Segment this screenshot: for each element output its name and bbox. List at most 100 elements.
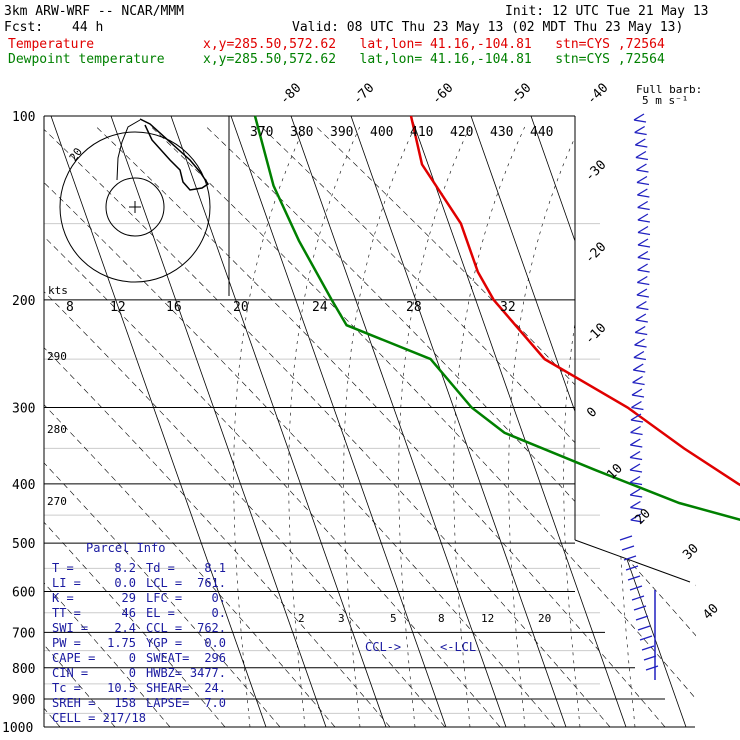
wind-barb xyxy=(631,394,645,398)
mixing-ratio-label-low: 12 xyxy=(481,612,494,625)
wind-barb xyxy=(632,363,644,371)
moist-adiabat xyxy=(398,126,470,727)
parcel-info-cell: CIN = xyxy=(52,666,88,680)
isotherm xyxy=(711,116,740,727)
pressure-label: 800 xyxy=(12,662,35,677)
wind-barb xyxy=(636,169,649,173)
parcel-info-cell: YGP = xyxy=(146,636,182,650)
parcel-info-cell: HWBZ= xyxy=(146,666,182,680)
wind-barb xyxy=(636,175,648,184)
wind-barb xyxy=(630,444,643,448)
wind-barb xyxy=(631,406,644,411)
wind-barb xyxy=(630,431,643,436)
parcel-info-cell: SWEAT= xyxy=(146,651,189,665)
dry-adiabat xyxy=(261,126,696,727)
isotherm xyxy=(410,116,627,727)
wind-barb xyxy=(629,438,641,446)
wind-barb xyxy=(630,413,642,421)
isotherm-label-top: -40 xyxy=(584,81,611,108)
wind-barb xyxy=(637,225,649,234)
isotherm xyxy=(170,116,387,727)
dry-adiabat xyxy=(44,126,556,727)
wind-barb xyxy=(637,213,649,221)
parcel-info-cell: 296 xyxy=(204,651,226,665)
moist-adiabat xyxy=(288,126,360,727)
parcel-info-cell: 0 xyxy=(129,666,136,680)
wind-barb xyxy=(630,513,642,521)
dry-adiabat xyxy=(44,126,611,727)
wind-barb xyxy=(633,356,647,361)
parcel-info-cell: CAPE = xyxy=(52,651,95,665)
isotherm-label-right: 0 xyxy=(584,405,600,421)
wind-barb xyxy=(630,419,644,423)
init-time: Init: 12 UTC Tue 21 May 13 xyxy=(505,4,709,19)
parcel-info-cell: Td = xyxy=(146,561,175,575)
parcel-info-cell: SWI = xyxy=(52,621,88,635)
mixing-ratio-label-low: 5 xyxy=(390,612,397,625)
mixing-ratio-label-low: 8 xyxy=(438,612,445,625)
parcel-info-cell: Tc = xyxy=(52,681,81,695)
parcel-info-cell: LCL = xyxy=(146,576,182,590)
isotherm-label-top: -70 xyxy=(350,81,377,108)
isotherm xyxy=(110,116,327,727)
wind-barb xyxy=(637,231,651,236)
pressure-label: 200 xyxy=(12,294,35,309)
dewpoint-line xyxy=(253,115,740,521)
wind-barb xyxy=(635,331,648,336)
pressure-label: 100 xyxy=(12,110,35,125)
pressure-label: 400 xyxy=(12,478,35,493)
isotherm-label-top: -80 xyxy=(277,81,304,108)
parcel-info-cell: 761. xyxy=(197,576,226,590)
temperature-line xyxy=(409,115,740,487)
wind-barb xyxy=(634,325,646,334)
isotherm-label-right: -10 xyxy=(582,321,609,348)
parcel-info-cell: 0 xyxy=(129,651,136,665)
parcel-info-cell: SHEAR= xyxy=(146,681,189,695)
theta-e-label: 420 xyxy=(450,125,473,140)
dry-adiabat xyxy=(44,126,446,727)
dry-adiabat xyxy=(44,126,336,727)
mixing-ratio-label: 12 xyxy=(110,300,126,315)
wind-barb xyxy=(625,565,639,571)
dry-adiabat xyxy=(206,126,696,727)
wind-barb xyxy=(630,506,643,511)
dry-adiabat xyxy=(44,126,226,727)
isotherm-label-top: -50 xyxy=(507,81,534,108)
isotherm-label-right: -30 xyxy=(582,158,609,185)
isotherm xyxy=(350,116,567,727)
parcel-info-title: Parcel Info xyxy=(86,541,165,555)
wind-barb xyxy=(621,545,635,551)
wind-barb xyxy=(636,294,649,298)
isotherm xyxy=(470,116,687,727)
wind-barb xyxy=(636,275,648,284)
theta-e-label: 440 xyxy=(530,125,553,140)
wind-barb xyxy=(637,625,651,631)
parcel-info-cell: 2.4 xyxy=(114,621,136,635)
wind-barb xyxy=(637,206,650,211)
wind-barb xyxy=(633,605,647,611)
wind-barb xyxy=(635,144,648,148)
wind-barb xyxy=(633,113,645,121)
parcel-info-cell: TT = xyxy=(52,606,81,620)
parcel-info-cell: LI = xyxy=(52,576,81,590)
wind-barb xyxy=(629,585,643,591)
isotherm-label-top: -60 xyxy=(429,81,456,108)
wind-barb xyxy=(637,244,651,248)
wind-barbs xyxy=(619,113,659,680)
wind-barb xyxy=(635,319,648,323)
wind-barb xyxy=(629,456,643,461)
pressure-label: 600 xyxy=(12,585,35,600)
wind-barb xyxy=(629,469,643,473)
dry-adiabat xyxy=(151,126,696,727)
parcel-info-cell: 8.2 xyxy=(114,561,136,575)
wind-barb xyxy=(637,250,649,259)
dry-adiabat xyxy=(44,126,171,727)
mixing-ratio-label-low: 2 xyxy=(298,612,305,625)
parcel-info-cell: 7.0 xyxy=(204,696,226,710)
hodograph: 20 kts xyxy=(48,116,230,297)
lcl-marker: <-LCL xyxy=(440,640,476,654)
theta-label: 280 xyxy=(47,423,67,436)
wind-barb xyxy=(635,313,647,321)
